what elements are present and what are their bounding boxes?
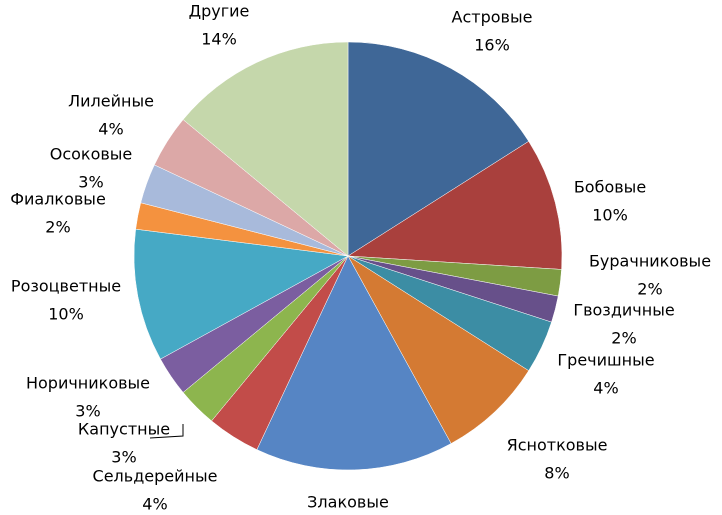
slice-label: Сельдерейные (93, 467, 218, 486)
slice-value: 4% (142, 495, 167, 514)
slice-label: Яснотковые (507, 436, 608, 455)
slice-value: 4% (98, 120, 123, 139)
slice-value: 2% (611, 329, 636, 348)
slice-value: 3% (75, 402, 100, 421)
slice-value: 10% (592, 206, 628, 225)
pie-slice (133, 228, 349, 360)
slice-value: 2% (637, 280, 662, 299)
pie-slice (256, 255, 452, 471)
slice-label: Бурачниковые (589, 252, 711, 271)
slice-value: 4% (593, 379, 618, 398)
slice-value: 2% (45, 218, 70, 237)
slice-label: Гвоздичные (573, 301, 674, 320)
slice-label: Фиалковые (10, 190, 106, 209)
slice-label: Розоцветные (11, 277, 121, 296)
pie-slice (347, 140, 563, 270)
slice-label: Бобовые (574, 178, 646, 197)
slice-label: Другие (189, 2, 250, 21)
slice-label: Лилейные (68, 92, 154, 111)
pie-slice (347, 255, 530, 444)
slice-value: 14% (201, 30, 237, 49)
slice-label: Астровые (452, 8, 533, 27)
slice-value: 8% (544, 464, 569, 483)
slice-value: 10% (48, 305, 84, 324)
slice-label: Гречишные (557, 351, 654, 370)
slice-label: Осоковые (50, 145, 133, 164)
pie-slice (347, 41, 530, 257)
pie-slice (182, 41, 349, 257)
slice-label: Злаковые (307, 493, 389, 512)
slice-value: 16% (474, 36, 510, 55)
slice-value: 3% (111, 448, 136, 467)
slice-value: 3% (78, 173, 103, 192)
slice-label: Капустные (78, 420, 170, 439)
slice-label: Норичниковые (26, 374, 150, 393)
leader-line (149, 424, 184, 439)
